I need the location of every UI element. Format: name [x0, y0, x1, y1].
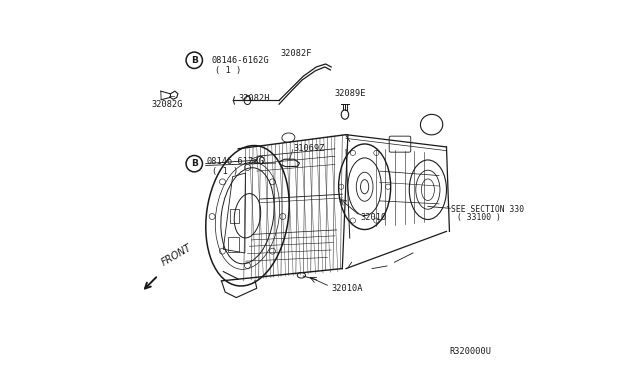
Text: ( 33100 ): ( 33100 ): [456, 213, 500, 222]
Text: 08146-6162G: 08146-6162G: [211, 56, 269, 65]
Text: 32082F: 32082F: [281, 49, 312, 58]
Text: ( 1 ): ( 1 ): [212, 167, 238, 176]
Text: R320000U: R320000U: [449, 347, 492, 356]
Bar: [230, 209, 239, 223]
Text: B: B: [191, 56, 198, 65]
Text: ( 1 ): ( 1 ): [215, 66, 241, 75]
Text: 08146-6122G: 08146-6122G: [207, 157, 264, 166]
Text: B: B: [191, 159, 198, 168]
Text: 31069Z: 31069Z: [294, 144, 326, 153]
Circle shape: [186, 52, 202, 68]
Circle shape: [186, 155, 202, 172]
Text: SEE SECTION 330: SEE SECTION 330: [451, 205, 524, 214]
Text: 32010A: 32010A: [331, 284, 363, 293]
Bar: [228, 237, 239, 252]
Text: 32089E: 32089E: [335, 89, 366, 98]
Text: 32082H: 32082H: [238, 94, 269, 103]
Text: 32082G: 32082G: [151, 100, 182, 109]
Text: 32010: 32010: [361, 213, 387, 222]
Text: FRONT: FRONT: [159, 243, 193, 268]
